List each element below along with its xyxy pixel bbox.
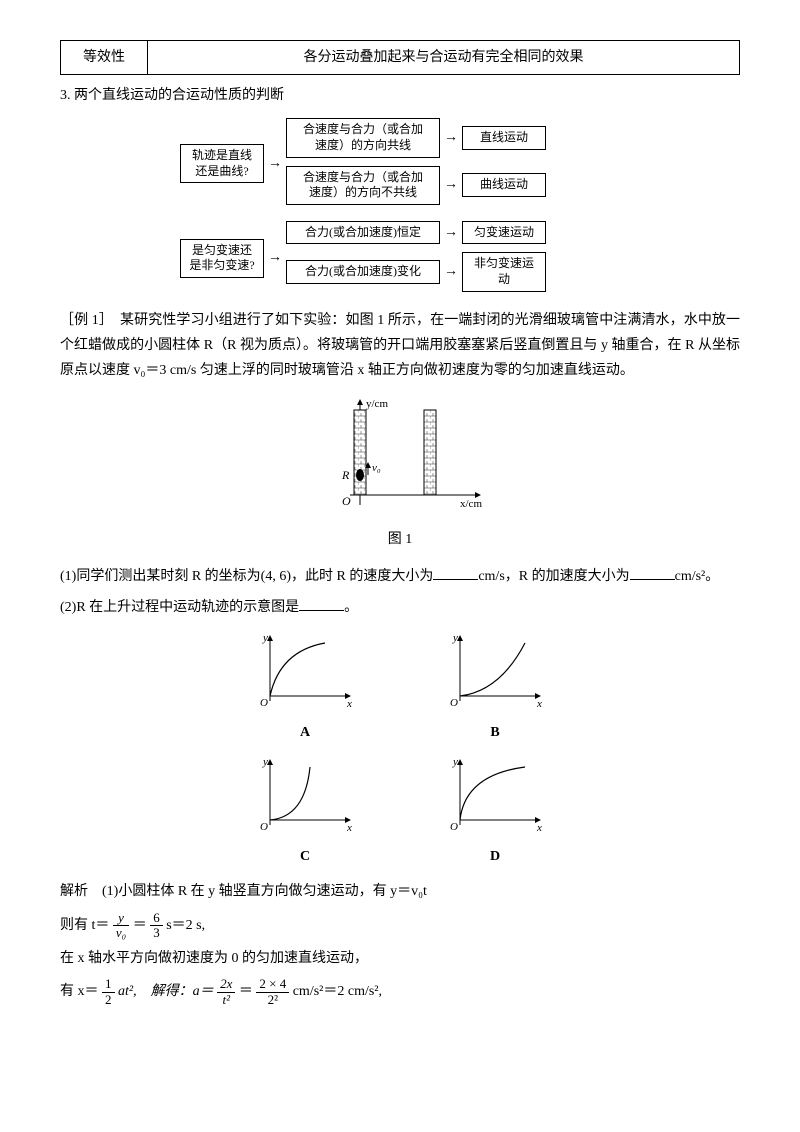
figure-1-caption: 图 1 [60, 527, 740, 552]
arrow-icon: → [440, 131, 462, 145]
flowchart: 轨迹是直线还是曲线? → 合速度与合力（或合加速度）的方向共线 → 直线运动 合… [180, 118, 620, 295]
arrow-icon: → [440, 178, 462, 192]
result-1a: 直线运动 [462, 126, 546, 150]
svg-text:x/cm: x/cm [460, 498, 482, 510]
svg-text:R: R [341, 468, 350, 482]
result-2b: 非匀变速运动 [462, 252, 546, 291]
svg-text:O: O [342, 494, 351, 508]
property-table: 等效性 各分运动叠加起来与合运动有完全相同的效果 [60, 40, 740, 75]
svg-text:x: x [536, 822, 542, 834]
section-3-title: 3. 两个直线运动的合运动性质的判断 [60, 83, 740, 108]
option-c: y x O C [230, 755, 380, 869]
solution-line-1: 解析 (1)小圆柱体 R 在 y 轴竖直方向做匀速运动，有 y＝v₀t [60, 879, 740, 904]
svg-text:x: x [346, 822, 352, 834]
svg-text:v₀: v₀ [372, 462, 381, 474]
svg-text:x: x [346, 698, 352, 710]
cond-1b: 合速度与合力（或合加速度）的方向不共线 [286, 166, 440, 205]
arrow-icon: → [264, 251, 286, 265]
option-a: y x O A [230, 631, 380, 745]
table-col2: 各分运动叠加起来与合运动有完全相同的效果 [148, 41, 740, 75]
decision-1: 轨迹是直线还是曲线? [180, 144, 264, 183]
curve-options: y x O A y x O B y x O C [230, 631, 570, 870]
svg-text:y: y [452, 756, 458, 768]
svg-text:y: y [262, 756, 268, 768]
svg-text:y: y [452, 632, 458, 644]
question-2: (2)R 在上升过程中运动轨迹的示意图是。 [60, 595, 740, 620]
svg-text:y/cm: y/cm [366, 398, 388, 410]
svg-text:O: O [260, 697, 268, 709]
svg-text:O: O [260, 821, 268, 833]
cond-2a: 合力(或合加速度)恒定 [286, 221, 440, 245]
result-1b: 曲线运动 [462, 173, 546, 197]
question-1: (1)同学们测出某时刻 R 的坐标为(4, 6)，此时 R 的速度大小为cm/s… [60, 564, 740, 589]
figure-1-svg: y/cm x/cm v₀ R O [310, 395, 490, 525]
solution-line-2: 则有 t＝ yv₀ ＝ 63 s＝2 s, [60, 911, 740, 941]
cond-1a: 合速度与合力（或合加速度）的方向共线 [286, 118, 440, 157]
option-b: y x O B [420, 631, 570, 745]
svg-text:O: O [450, 821, 458, 833]
svg-text:y: y [262, 632, 268, 644]
arrow-icon: → [440, 265, 462, 279]
svg-text:O: O [450, 697, 458, 709]
example-1-text: ［例 1］ 某研究性学习小组进行了如下实验：如图 1 所示，在一端封闭的光滑细玻… [60, 308, 740, 384]
cond-2b: 合力(或合加速度)变化 [286, 260, 440, 284]
decision-2: 是匀变速还是非匀变速? [180, 239, 264, 278]
result-2a: 匀变速运动 [462, 221, 546, 245]
table-col1: 等效性 [61, 41, 148, 75]
arrow-icon: → [264, 157, 286, 171]
solution-line-3: 在 x 轴水平方向做初速度为 0 的匀加速直线运动， [60, 946, 740, 971]
blank-1 [433, 579, 478, 580]
figure-1: y/cm x/cm v₀ R O 图 1 [60, 395, 740, 552]
arrow-icon: → [440, 226, 462, 240]
option-d: y x O D [420, 755, 570, 869]
solution-line-4: 有 x＝ 12 at², 解得：a＝ 2xt² ＝ 2 × 42² cm/s²＝… [60, 977, 740, 1007]
svg-text:x: x [536, 698, 542, 710]
blank-2 [630, 579, 675, 580]
blank-3 [299, 610, 344, 611]
